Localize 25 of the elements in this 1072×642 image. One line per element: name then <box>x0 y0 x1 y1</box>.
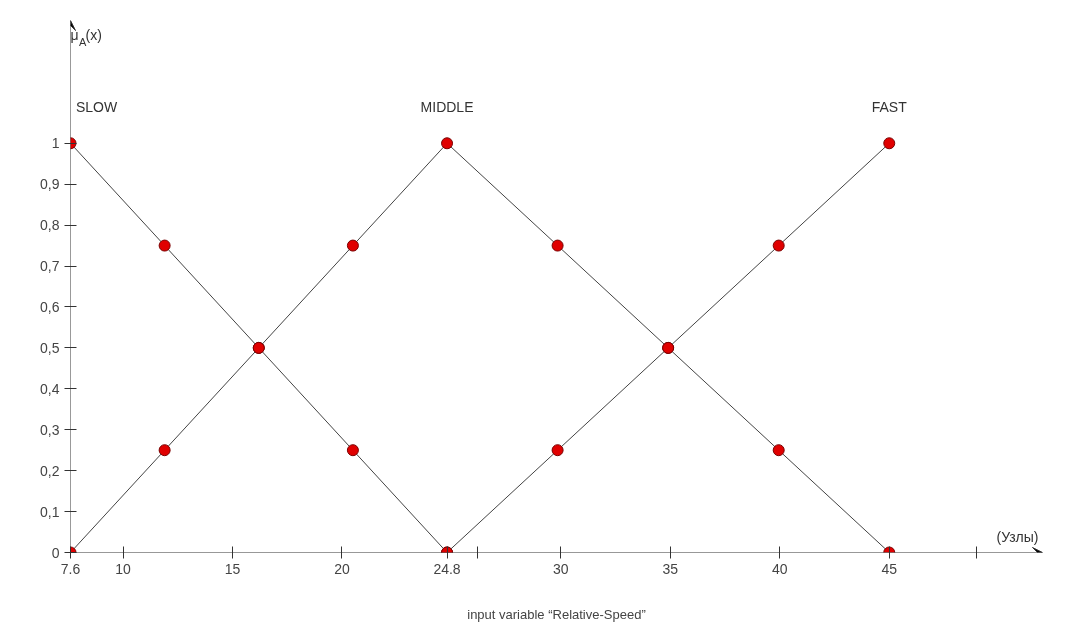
x-tick-label: 35 <box>662 560 679 577</box>
y-tick-label: 0,7 <box>40 258 60 275</box>
series-label: SLOW <box>75 99 118 116</box>
text: MIDDLE <box>420 99 474 116</box>
y-tick-label: 0 <box>51 544 60 561</box>
annotation: (Узлы) <box>996 528 1039 545</box>
x-tick-label: 7.6 <box>60 560 81 577</box>
y-tick-label: 0,4 <box>40 380 60 397</box>
x-tick-label: 40 <box>772 560 788 577</box>
x-tick-label: 20 <box>334 560 350 577</box>
y-tick-label: 0,3 <box>40 421 60 438</box>
y-tick-label: 0,9 <box>40 176 60 193</box>
y-tick-label: 0,1 <box>40 503 60 520</box>
y-tick-label: 0,2 <box>40 462 60 479</box>
x-tick-label: 30 <box>553 560 569 577</box>
x-tick-label: 15 <box>224 560 241 577</box>
x-axis-title: input variable “Relative-Speed” <box>467 606 646 622</box>
y-tick-label: 0,5 <box>40 339 60 356</box>
series-label: FAST <box>871 99 908 116</box>
y-tick-label: 0,8 <box>40 217 60 234</box>
x-tick-label: 24.8 <box>433 560 461 577</box>
y-tick-label: 1 <box>51 135 60 152</box>
y-tick-label: 0,6 <box>40 298 60 315</box>
x-tick-label: 10 <box>115 560 132 577</box>
x-tick-label: 45 <box>881 560 898 577</box>
